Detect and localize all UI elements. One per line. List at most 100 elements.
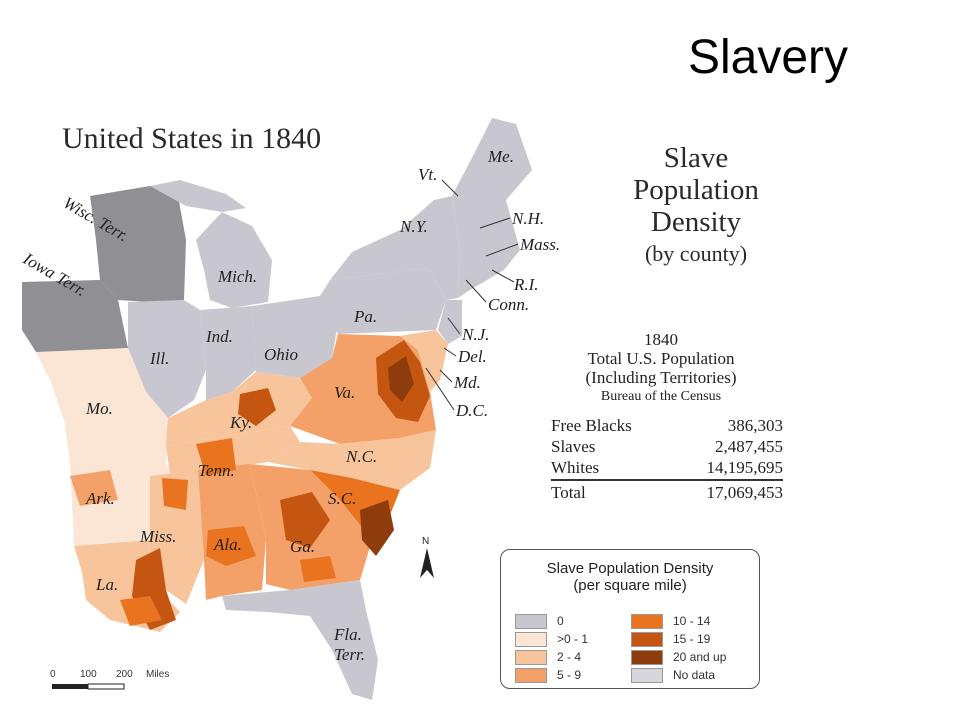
scale-tick-0: 0 [50, 669, 56, 680]
scale-bar: 0 100 200 Miles [48, 668, 188, 697]
label-mo: Mo. [85, 399, 113, 418]
iowa-territory [22, 280, 128, 352]
legend-item: 5 - 9 [515, 666, 588, 684]
density-patches [70, 340, 430, 630]
population-table: Free Blacks 386,303 Slaves 2,487,455 Whi… [551, 416, 783, 504]
total-value: 17,069,453 [670, 479, 783, 504]
legend-swatch [631, 631, 663, 647]
legend-swatch [631, 613, 663, 629]
new-jersey [438, 300, 462, 344]
legend-item: 0 [515, 612, 588, 630]
density-title-line2: Population [633, 174, 759, 206]
row-label: Whites [551, 458, 671, 481]
label-ohio: Ohio [264, 345, 298, 364]
legend-heading: Slave Population Density (per square mil… [501, 560, 759, 594]
legend-item: 10 - 14 [631, 612, 726, 630]
label-mich: Mich. [217, 267, 257, 286]
scale-bar-graphic: 0 100 200 Miles [50, 669, 169, 690]
density-title-line1: Slave [663, 142, 729, 174]
label-conn: Conn. [488, 295, 529, 314]
label-va: Va. [334, 383, 355, 402]
legend-label: 2 - 4 [557, 650, 582, 664]
legend-label: 15 - 19 [673, 632, 711, 646]
label-fla: Fla. [333, 625, 362, 644]
label-nh: N.H. [511, 209, 544, 228]
stats-line2: (Including Territories) [585, 368, 737, 387]
florida [222, 580, 378, 700]
label-ga: Ga. [290, 537, 315, 556]
ohio [252, 296, 338, 378]
legend-label: >0 - 1 [557, 632, 589, 646]
legend-column-right: 10 - 14 15 - 19 20 and up No data [631, 612, 726, 684]
label-pa: Pa. [353, 307, 377, 326]
north-carolina [268, 430, 436, 490]
legend-item: 15 - 19 [631, 630, 726, 648]
table-row: Free Blacks 386,303 [551, 416, 783, 437]
label-me: Me. [487, 147, 514, 166]
label-ill: Ill. [149, 349, 169, 368]
legend-heading-line1: Slave Population Density [546, 560, 714, 577]
legend-heading-line2: (per square mile) [573, 577, 687, 594]
legend-swatch [515, 631, 547, 647]
label-ind: Ind. [205, 327, 233, 346]
scale-unit: Miles [146, 669, 169, 680]
table-row-total: Total 17,069,453 [551, 479, 783, 504]
legend-label: No data [673, 668, 716, 682]
legend-item: >0 - 1 [515, 630, 588, 648]
label-mass: Mass. [519, 235, 560, 254]
stats-line1: Total U.S. Population [587, 349, 735, 368]
stats-year: 1840 [644, 330, 678, 349]
legend-label: 0 [557, 614, 564, 628]
legend-item: No data [631, 666, 726, 684]
label-nc: N.C. [345, 447, 377, 466]
legend: Slave Population Density (per square mil… [500, 549, 760, 689]
legend-label: 20 and up [673, 650, 727, 664]
label-del: Del. [457, 347, 487, 366]
row-value: 2,487,455 [715, 437, 783, 456]
row-label: Slaves [551, 437, 596, 456]
legend-column-left: 0 >0 - 1 2 - 4 5 - 9 [515, 612, 588, 684]
row-value: 14,195,695 [670, 458, 783, 481]
label-ny: N.Y. [399, 217, 428, 236]
slide-title: Slavery [687, 31, 848, 84]
maryland-delaware [400, 330, 448, 392]
stats-heading: 1840 Total U.S. Population (Including Te… [546, 330, 776, 406]
total-label: Total [551, 479, 671, 504]
label-ala: Ala. [213, 535, 242, 554]
density-title: Slave Population Density (by county) [596, 142, 796, 270]
legend-item: 20 and up [631, 648, 726, 666]
legend-swatch [515, 613, 547, 629]
wisconsin-territory [90, 186, 186, 302]
label-sc: S.C. [328, 489, 356, 508]
legend-swatch [515, 649, 547, 665]
label-ky: Ky. [229, 413, 252, 432]
row-value: 386,303 [727, 416, 783, 435]
label-md: Md. [453, 373, 481, 392]
missouri [36, 348, 168, 462]
density-title-line4: (by county) [644, 241, 748, 266]
legend-item: 2 - 4 [515, 648, 588, 666]
label-fla-terr: Terr. [334, 645, 365, 664]
label-tenn: Tenn. [198, 461, 235, 480]
density-title-line3: Density [650, 206, 742, 238]
north-arrow-icon: N [420, 536, 434, 578]
label-ri: R.I. [513, 275, 539, 294]
label-vt: Vt. [418, 165, 437, 184]
pennsylvania [320, 268, 446, 334]
legend-swatch [631, 667, 663, 683]
table-row: Whites 14,195,695 [551, 458, 783, 481]
label-la: La. [95, 575, 118, 594]
indiana [200, 306, 256, 400]
table-row: Slaves 2,487,455 [551, 437, 783, 458]
scale-tick-100: 100 [80, 669, 97, 680]
row-label: Free Blacks [551, 416, 632, 435]
illinois [128, 300, 206, 418]
label-dc: D.C. [455, 401, 488, 420]
legend-swatch [515, 667, 547, 683]
new-england [452, 118, 532, 298]
scale-tick-200: 200 [116, 669, 133, 680]
stats-source: Bureau of the Census [600, 389, 722, 404]
legend-label: 5 - 9 [557, 668, 582, 682]
label-nj: N.J. [461, 325, 489, 344]
